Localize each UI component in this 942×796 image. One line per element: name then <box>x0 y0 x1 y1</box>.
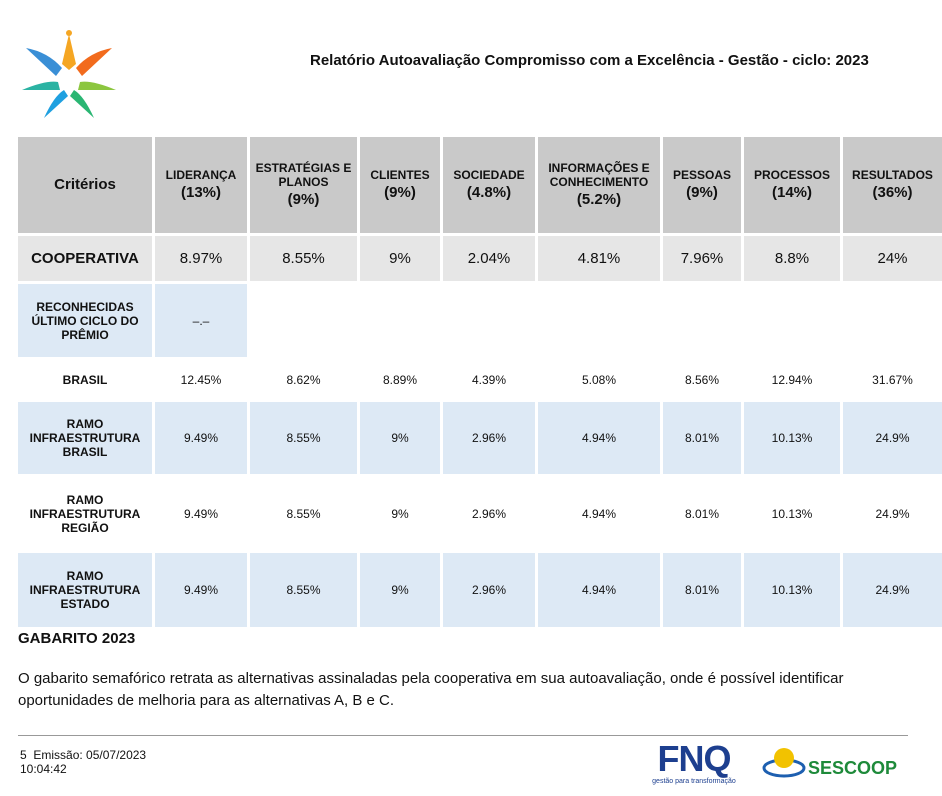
value-cell: 2.96% <box>443 402 535 474</box>
value-cell: 8.01% <box>663 553 741 627</box>
value-cell: 9.49% <box>155 553 247 627</box>
row-label: RAMO INFRAESTRUTURA BRASIL <box>18 402 152 474</box>
header-name: RESULTADOS <box>852 168 933 182</box>
row-label: COOPERATIVA <box>18 236 152 281</box>
value-cell: 8.01% <box>663 477 741 550</box>
header-name: SOCIEDADE <box>453 168 525 182</box>
value-cell: 2.96% <box>443 553 535 627</box>
value-cell: 8.89% <box>360 360 440 400</box>
value-cell: 9% <box>360 553 440 627</box>
gabarito-title: GABARITO 2023 <box>18 630 136 647</box>
header-name: INFORMAÇÕES E CONHECIMENTO <box>548 161 650 189</box>
header-name: PROCESSOS <box>753 168 831 182</box>
header-cell: RESULTADOS (36%) <box>843 137 942 233</box>
header-cell: PROCESSOS (14%) <box>744 137 840 233</box>
value-cell: 8.56% <box>663 360 741 400</box>
header-name: Critérios <box>54 176 116 193</box>
row-label: BRASIL <box>18 360 152 400</box>
value-cell: 8.55% <box>250 236 357 281</box>
fnq-tagline: gestão para transformação <box>652 778 736 785</box>
header-weight: (9%) <box>686 184 718 201</box>
value-cell: 4.94% <box>538 402 660 474</box>
value-cell: 24.9% <box>843 477 942 550</box>
value-cell: 4.94% <box>538 477 660 550</box>
header-name: CLIENTES <box>370 168 430 182</box>
row-label: RECONHECIDAS ÚLTIMO CICLO DO PRÊMIO <box>18 284 152 357</box>
header-weight: (13%) <box>180 184 221 201</box>
value-cell: 8.8% <box>744 236 840 281</box>
value-cell: 12.94% <box>744 360 840 400</box>
header-cell: LIDERANÇA (13%) <box>155 137 247 233</box>
row-label: RAMO INFRAESTRUTURA REGIÃO <box>18 477 152 550</box>
emission: Emissão: 05/07/2023 <box>33 748 147 762</box>
value-cell: 8.55% <box>250 402 357 474</box>
time: 10:04:42 <box>20 762 67 776</box>
value-cell: 10.13% <box>744 477 840 550</box>
header-cell: INFORMAÇÕES E CONHECIMENTO (5.2%) <box>538 137 660 233</box>
value-cell: 8.01% <box>663 402 741 474</box>
fnq-text: FNQ <box>657 738 732 779</box>
header-weight: (5.2%) <box>576 191 622 208</box>
header-name: PESSOAS <box>672 168 732 182</box>
value-cell: 9% <box>360 402 440 474</box>
header-name: LIDERANÇA <box>165 168 237 182</box>
value-cell: 4.94% <box>538 553 660 627</box>
gabarito-text: O gabarito semafórico retrata as alterna… <box>18 670 844 709</box>
logo-star <box>22 30 116 118</box>
divider <box>18 735 908 736</box>
value-cell: 9.49% <box>155 402 247 474</box>
value-cell: 31.67% <box>843 360 942 400</box>
value-cell: 24.9% <box>843 402 942 474</box>
value-cell: 10.13% <box>744 402 840 474</box>
header-weight: (9%) <box>384 184 416 201</box>
sescoop-text: SESCOOP <box>808 758 898 778</box>
value-cell: 9.49% <box>155 477 247 550</box>
value-cell: 8.97% <box>155 236 247 281</box>
value-cell: 7.96% <box>663 236 741 281</box>
row-label: RAMO INFRAESTRUTURA ESTADO <box>18 553 152 627</box>
value-cell: 8.62% <box>250 360 357 400</box>
value-cell: 10.13% <box>744 553 840 627</box>
header-cell: ESTRATÉGIAS E PLANOS (9%) <box>250 137 357 233</box>
report-title: Relatório Autoavaliação Compromisso com … <box>310 52 869 69</box>
header-name: ESTRATÉGIAS E PLANOS <box>255 161 352 189</box>
header-weight: (4.8%) <box>466 184 512 201</box>
sescoop-icon <box>762 748 806 778</box>
header-weight: (9%) <box>287 191 320 208</box>
value-cell: 2.04% <box>443 236 535 281</box>
value-cell: 2.96% <box>443 477 535 550</box>
header-cell: CLIENTES (9%) <box>360 137 440 233</box>
value-cell: 12.45% <box>155 360 247 400</box>
value-cell: 4.81% <box>538 236 660 281</box>
footer-info: 5 Emissão: 05/07/2023 10:04:42 <box>20 748 146 776</box>
header-weight: (36%) <box>872 184 913 201</box>
fnq-logo: FNQ gestão para transformação <box>648 738 740 786</box>
value-cell: 24.9% <box>843 553 942 627</box>
value-cell: 8.55% <box>250 553 357 627</box>
header-cell: SOCIEDADE (4.8%) <box>443 137 535 233</box>
header-weight: (14%) <box>771 184 812 201</box>
value-cell: 5.08% <box>538 360 660 400</box>
header-cell: PESSOAS (9%) <box>663 137 741 233</box>
value-cell: 24% <box>843 236 942 281</box>
value-cell: 8.55% <box>250 477 357 550</box>
value-cell: 4.39% <box>443 360 535 400</box>
page-number: 5 <box>20 748 27 762</box>
value-cell: 9% <box>360 236 440 281</box>
header-cell: Critérios <box>18 137 152 233</box>
value-cell: –.– <box>155 284 247 357</box>
value-cell: 9% <box>360 477 440 550</box>
